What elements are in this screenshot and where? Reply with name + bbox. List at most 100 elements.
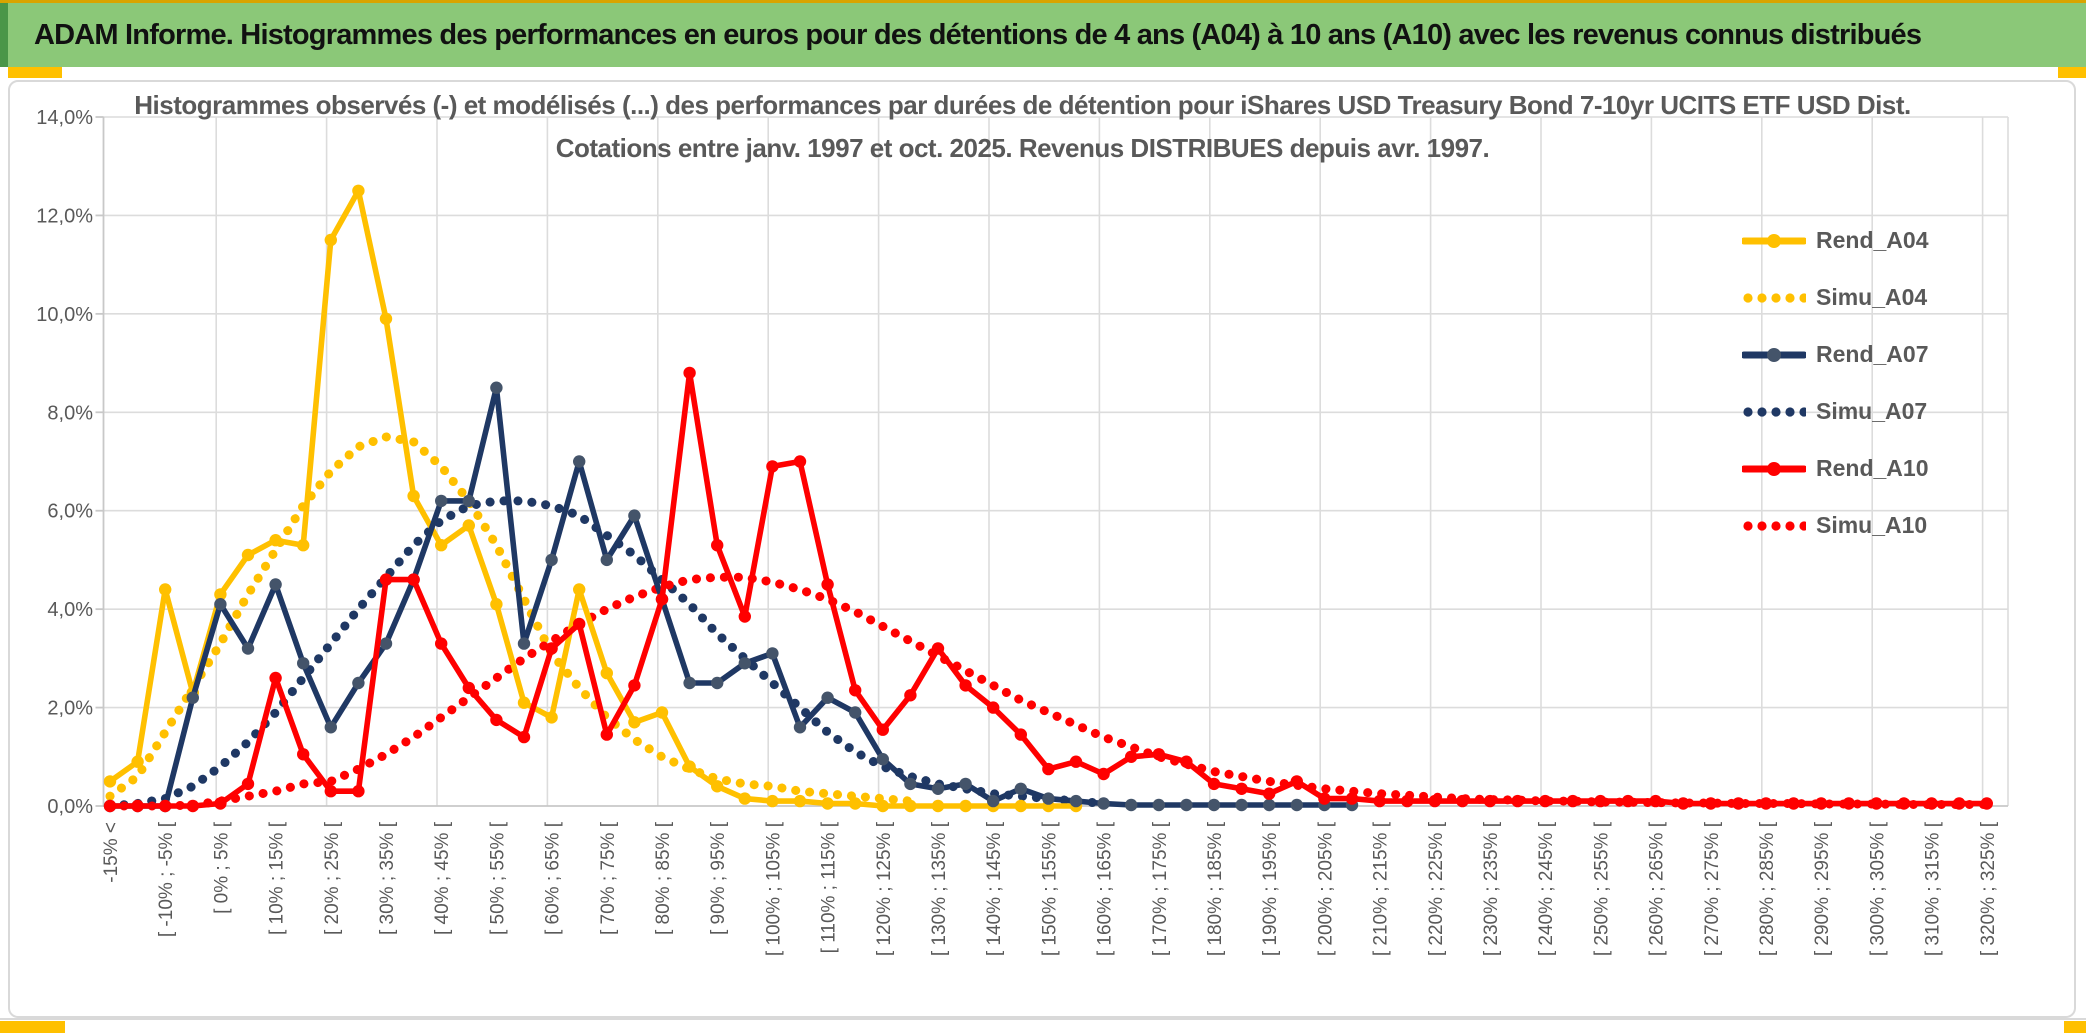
data-point-Rend_A10 <box>1594 794 1607 808</box>
legend-swatch-solid <box>1742 233 1806 248</box>
data-point-Rend_A10 <box>1180 755 1193 768</box>
legend-item-Rend_A04[interactable]: Rend_A04 <box>1742 212 1992 269</box>
x-tick-label: [ 50% ; 55% [ <box>487 821 508 935</box>
data-point-Rend_A10 <box>1980 797 1994 810</box>
data-point-Rend_A07 <box>628 509 641 522</box>
data-point-Rend_A07 <box>1180 798 1193 812</box>
data-point-Rend_A04 <box>462 519 475 532</box>
x-tick-label: [ 180% ; 185% [ <box>1205 821 1226 956</box>
legend-item-Simu_A04[interactable]: Simu_A04 <box>1742 269 1992 326</box>
data-point-Rend_A10 <box>1290 775 1304 788</box>
data-point-Rend_A07 <box>1290 798 1304 812</box>
data-point-Rend_A10 <box>711 539 724 552</box>
data-point-Rend_A04 <box>766 794 779 808</box>
data-point-Rend_A04 <box>738 792 751 805</box>
legend-swatch-solid <box>1742 347 1806 362</box>
data-point-Rend_A10 <box>1759 797 1773 810</box>
data-point-Rend_A10 <box>573 617 586 631</box>
data-point-Rend_A10 <box>821 578 834 591</box>
data-point-Rend_A10 <box>1621 794 1635 808</box>
data-point-Rend_A10 <box>297 748 310 761</box>
data-point-Rend_A10 <box>1042 762 1055 776</box>
data-point-Rend_A10 <box>1870 797 1883 810</box>
data-point-Rend_A10 <box>1345 792 1359 805</box>
legend-item-Simu_A10[interactable]: Simu_A10 <box>1742 497 1992 554</box>
data-point-Rend_A07 <box>379 637 393 650</box>
x-tick-label: [ -10% ; -5% [ <box>156 821 177 937</box>
data-point-Rend_A07 <box>987 794 1000 808</box>
data-point-Rend_A07 <box>297 657 310 670</box>
data-point-Rend_A04 <box>517 696 531 709</box>
bottom-divider <box>0 1018 2086 1020</box>
data-point-Rend_A07 <box>435 494 448 508</box>
legend-item-Rend_A10[interactable]: Rend_A10 <box>1742 440 1992 497</box>
data-point-Rend_A07 <box>545 553 558 567</box>
x-tick-label: [ 240% ; 245% [ <box>1536 821 1557 956</box>
data-point-Rend_A10 <box>1069 755 1083 768</box>
x-tick-label: [ 20% ; 25% [ <box>322 821 343 935</box>
data-point-Rend_A04 <box>1014 799 1027 813</box>
data-point-Rend_A04 <box>849 797 862 810</box>
data-point-Rend_A10 <box>1815 797 1828 810</box>
data-point-Rend_A07 <box>876 753 889 766</box>
data-point-Rend_A04 <box>600 666 613 680</box>
legend-label: Simu_A07 <box>1816 398 1928 424</box>
data-point-Rend_A10 <box>1456 794 1469 808</box>
data-point-Rend_A07 <box>711 676 724 690</box>
series-Rend_A04 <box>103 184 1083 813</box>
data-point-Rend_A07 <box>324 721 337 734</box>
data-point-Rend_A10 <box>600 728 613 741</box>
data-point-Rend_A10 <box>1677 797 1690 810</box>
data-point-Rend_A10 <box>1483 794 1497 808</box>
y-axis-labels: 0,0% 2,0% 4,0% 6,0% 8,0% 10,0% 12,0% 14,0% <box>36 107 93 818</box>
data-point-Rend_A10 <box>904 689 917 702</box>
legend-item-Rend_A07[interactable]: Rend_A07 <box>1742 326 1992 383</box>
data-point-Rend_A10 <box>545 642 558 655</box>
data-point-Rend_A10 <box>435 637 448 650</box>
x-tick-label: [ 60% ; 65% [ <box>543 821 564 935</box>
y-tick-label: 10,0% <box>36 304 93 326</box>
data-point-Rend_A10 <box>490 713 503 727</box>
data-point-Rend_A04 <box>407 489 420 503</box>
x-tick-label: [ 260% ; 265% [ <box>1647 821 1668 956</box>
data-point-Rend_A07 <box>1263 798 1276 812</box>
data-point-Rend_A04 <box>435 539 448 552</box>
data-point-Rend_A10 <box>1842 797 1856 810</box>
data-point-Rend_A10 <box>1373 794 1386 808</box>
data-point-Rend_A04 <box>103 775 117 788</box>
data-point-Rend_A07 <box>1207 798 1221 812</box>
gold-accent-bottom-right <box>2064 1021 2086 1033</box>
data-point-Rend_A10 <box>1649 794 1662 808</box>
gold-accent-bottom-left <box>0 1021 65 1033</box>
chart-title-line1: Histogrammes observés (-) et modélisés (… <box>134 90 1911 120</box>
data-point-Rend_A10 <box>766 460 779 473</box>
data-point-Rend_A10 <box>324 785 337 798</box>
y-tick-label: 6,0% <box>47 501 93 523</box>
data-point-Rend_A10 <box>683 366 696 380</box>
data-point-Rend_A04 <box>904 799 917 813</box>
legend-item-Simu_A07[interactable]: Simu_A07 <box>1742 383 1992 440</box>
data-point-Rend_A04 <box>352 184 365 197</box>
x-tick-label: [ 70% ; 75% [ <box>598 821 619 935</box>
series-Simu_A04 <box>105 432 915 806</box>
data-point-Rend_A10 <box>1401 794 1414 808</box>
chart-title: Histogrammes observés (-) et modélisés (… <box>60 84 1985 170</box>
data-point-Rend_A04 <box>959 799 972 813</box>
y-tick-label: 14,0% <box>36 107 93 129</box>
data-point-Rend_A04 <box>379 312 393 325</box>
data-point-Rend_A04 <box>711 780 724 793</box>
x-tick-label: [ 90% ; 95% [ <box>708 821 729 935</box>
data-point-Rend_A10 <box>186 799 199 813</box>
x-tick-label: [ 110% ; 115% [ <box>819 821 840 953</box>
data-point-Rend_A10 <box>1704 797 1718 810</box>
data-point-Rend_A10 <box>1014 728 1027 741</box>
y-tick-label: 0,0% <box>47 796 93 818</box>
data-point-Rend_A04 <box>793 794 807 808</box>
data-point-Rend_A04 <box>297 539 310 552</box>
x-tick-label: [ 290% ; 295% [ <box>1812 821 1833 956</box>
y-tick-label: 12,0% <box>36 205 93 227</box>
report-header-bar: ADAM Informe. Histogrammes des performan… <box>0 3 2086 67</box>
data-point-Rend_A04 <box>683 760 696 773</box>
data-point-Rend_A10 <box>1787 797 1800 810</box>
